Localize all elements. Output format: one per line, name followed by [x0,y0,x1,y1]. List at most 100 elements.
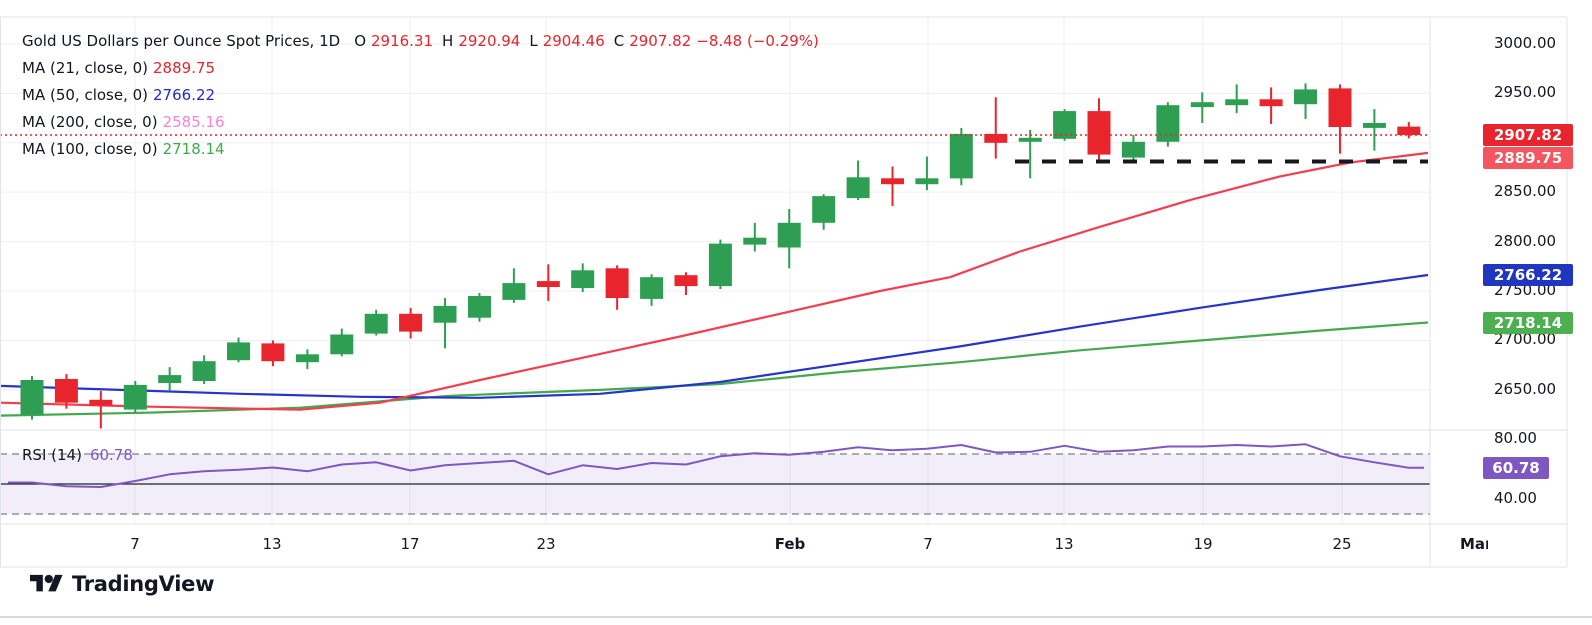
candle-down[interactable] [536,281,560,287]
date-tick-label: 7 [130,535,140,553]
candle-up[interactable] [1121,141,1145,158]
ma100-price-tag: 2718.14 [1483,311,1573,334]
candle-up[interactable] [1053,111,1077,139]
ma50-label: MA (50, close, 0) [22,86,149,104]
ma21-line [0,151,1429,411]
candle-down[interactable] [674,275,698,287]
close-value: 2907.82 [629,32,692,50]
candle-up[interactable] [123,384,147,410]
tradingview-logo-text: TradingView [72,572,215,596]
candle-up[interactable] [1362,123,1386,128]
candle-down[interactable] [605,268,629,298]
candle-up[interactable] [1190,102,1214,108]
high-label: H [442,32,454,50]
ma100-value: 2718.14 [162,140,225,158]
low-label: L [529,32,538,50]
price-axis-label: 2850.00 [1494,182,1557,201]
candle-up[interactable] [295,354,319,363]
candle-up[interactable] [330,334,354,355]
candle-up[interactable] [1018,137,1042,142]
candle-down[interactable] [54,379,78,403]
candle-up[interactable] [192,361,216,381]
date-tick-label: 23 [536,535,556,553]
symbol-title: Gold US Dollars per Ounce Spot Prices, 1… [22,32,341,50]
candle-up[interactable] [1156,105,1180,142]
candle-down[interactable] [1328,88,1352,127]
high-value: 2920.94 [458,32,521,50]
ma50-line [0,273,1429,399]
candle-up[interactable] [949,133,973,179]
candle-up[interactable] [846,177,870,199]
price-axis-label: 2700.00 [1494,330,1557,349]
candle-down[interactable] [89,399,113,406]
candle-up[interactable] [468,296,491,318]
candle-down[interactable] [399,313,423,332]
ma21-label: MA (21, close, 0) [22,59,149,77]
date-tick-label: 7 [923,535,933,553]
ma21-value: 2889.75 [153,59,216,77]
candle-down[interactable] [1397,126,1421,135]
candle-up[interactable] [640,277,664,299]
candle-down[interactable] [1259,99,1283,107]
close-label: C [613,32,625,50]
date-tick-label: 13 [262,535,282,553]
ma200-label: MA (200, close, 0) [22,113,158,131]
open-value: 2916.31 [371,32,434,50]
candle-up[interactable] [433,305,457,323]
rsi-line [8,443,1424,488]
low-value: 2904.46 [542,32,605,50]
price-axis-label: 2650.00 [1494,379,1557,398]
candle-up[interactable] [915,178,939,185]
indicator-row-ma21: MA (21, close, 0) 2889.75 [22,55,819,82]
chart-canvas[interactable] [0,0,1592,570]
ma200-value: 2585.16 [162,113,225,131]
candle-up[interactable] [812,196,836,223]
candle-down[interactable] [1087,111,1111,155]
candle-up[interactable] [1225,99,1249,106]
candle-up[interactable] [743,237,767,245]
ma50-price-tag: 2766.22 [1483,264,1573,286]
candle-up[interactable] [20,380,44,415]
candle-up[interactable] [571,270,595,289]
date-tick-label: 19 [1193,535,1213,553]
candle-up[interactable] [777,222,801,248]
rsi-axis-label: 40.00 [1494,489,1537,507]
rsi-legend: RSI (14) 60.78 [22,446,133,464]
price-axis-label: 3000.00 [1494,33,1557,52]
price-axis-label: 2800.00 [1494,231,1557,250]
ma50-value: 2766.22 [153,86,216,104]
ma21-price-tag: 2889.75 [1483,146,1573,169]
open-label: O [354,32,366,50]
candle-up[interactable] [227,342,250,361]
date-tick-label: Mar [1460,535,1488,553]
price-axis-label: 2950.00 [1494,83,1557,102]
last-price-tag: 2907.82 [1483,124,1573,147]
ma100-label: MA (100, close, 0) [22,140,158,158]
candle-up[interactable] [364,313,388,334]
candle-down[interactable] [261,343,285,362]
date-tick-label: 25 [1332,535,1352,553]
date-tick-label: 17 [400,535,420,553]
change-value: −8.48 (−0.29%) [696,32,819,50]
candle-up[interactable] [502,283,526,300]
tradingview-branding[interactable]: TradingView [30,571,214,597]
candle-up[interactable] [1294,89,1317,105]
symbol-row: Gold US Dollars per Ounce Spot Prices, 1… [22,28,819,55]
tradingview-logo-icon [30,574,63,592]
indicator-row-ma200: MA (200, close, 0) 2585.16 [22,109,819,136]
candle-down[interactable] [984,133,1008,143]
rsi-label: RSI (14) [22,446,82,464]
date-tick-label: Feb [774,535,806,553]
rsi-axis-label: 80.00 [1494,429,1537,447]
candle-up[interactable] [708,243,732,287]
date-tick-label: 13 [1054,535,1074,553]
rsi-value-tag: 60.78 [1483,456,1549,479]
candle-down[interactable] [881,178,904,185]
indicator-row-ma100: MA (100, close, 0) 2718.14 [22,136,819,163]
candle-up[interactable] [158,375,182,383]
rsi-value: 60.78 [89,446,133,464]
legend: Gold US Dollars per Ounce Spot Prices, 1… [22,28,819,163]
bottom-divider [0,616,1592,618]
indicator-row-ma50: MA (50, close, 0) 2766.22 [22,82,819,109]
